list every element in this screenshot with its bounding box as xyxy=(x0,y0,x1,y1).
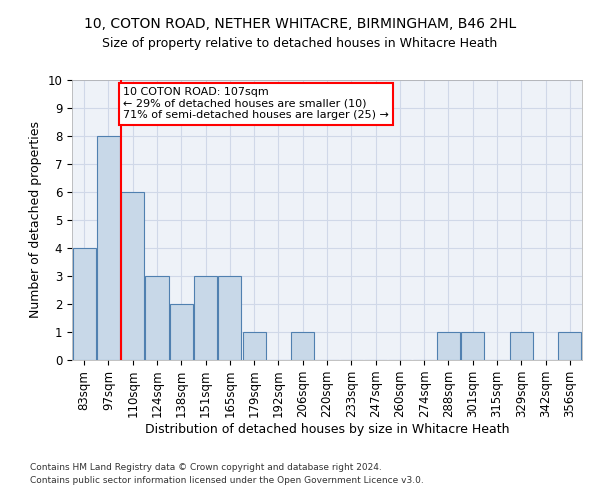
Y-axis label: Number of detached properties: Number of detached properties xyxy=(29,122,42,318)
Text: Contains public sector information licensed under the Open Government Licence v3: Contains public sector information licen… xyxy=(30,476,424,485)
X-axis label: Distribution of detached houses by size in Whitacre Heath: Distribution of detached houses by size … xyxy=(145,423,509,436)
Bar xyxy=(461,332,484,360)
Bar xyxy=(437,332,460,360)
Bar xyxy=(242,332,266,360)
Text: Contains HM Land Registry data © Crown copyright and database right 2024.: Contains HM Land Registry data © Crown c… xyxy=(30,464,382,472)
Text: 10 COTON ROAD: 107sqm
← 29% of detached houses are smaller (10)
71% of semi-deta: 10 COTON ROAD: 107sqm ← 29% of detached … xyxy=(123,87,389,120)
Bar xyxy=(510,332,533,360)
Bar xyxy=(291,332,314,360)
Bar xyxy=(559,332,581,360)
Bar xyxy=(170,304,193,360)
Bar xyxy=(121,192,144,360)
Text: Size of property relative to detached houses in Whitacre Heath: Size of property relative to detached ho… xyxy=(103,38,497,51)
Bar xyxy=(145,276,169,360)
Bar xyxy=(73,248,95,360)
Text: 10, COTON ROAD, NETHER WHITACRE, BIRMINGHAM, B46 2HL: 10, COTON ROAD, NETHER WHITACRE, BIRMING… xyxy=(84,18,516,32)
Bar xyxy=(194,276,217,360)
Bar xyxy=(218,276,241,360)
Bar xyxy=(97,136,120,360)
